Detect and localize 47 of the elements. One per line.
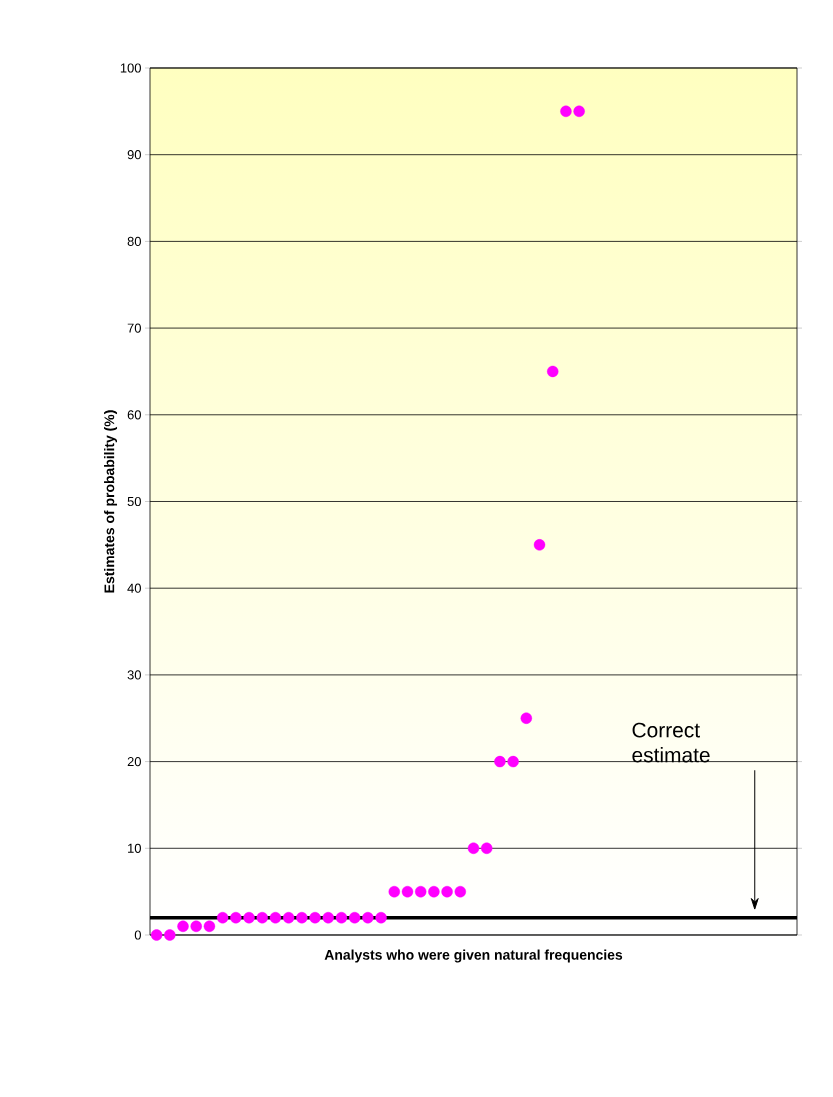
point	[375, 911, 387, 924]
point	[414, 885, 427, 898]
point	[507, 755, 519, 768]
point	[467, 842, 480, 854]
y-tick-label: 50	[127, 496, 141, 507]
y-tick-label: 80	[127, 236, 141, 246]
point	[216, 911, 229, 924]
y-axis-title: Estimates of probability (%)	[104, 410, 118, 593]
point	[177, 920, 189, 933]
point	[190, 920, 202, 933]
point	[269, 911, 282, 924]
point	[335, 911, 348, 924]
point	[150, 929, 163, 941]
point	[494, 755, 506, 768]
point	[203, 920, 216, 933]
point	[322, 911, 334, 924]
point	[573, 105, 585, 118]
y-tick-label: 20	[127, 757, 141, 767]
point	[164, 929, 176, 941]
point	[256, 911, 268, 924]
y-tick-label: 100	[120, 63, 141, 73]
point	[296, 911, 308, 924]
ref-line-label: Correct estimate	[632, 722, 710, 763]
point	[441, 885, 453, 898]
point	[243, 911, 255, 924]
y-tick-label: 30	[127, 670, 141, 680]
point	[309, 911, 321, 924]
point	[348, 911, 361, 924]
point	[520, 712, 533, 724]
point	[230, 911, 242, 924]
point	[533, 539, 546, 551]
point	[388, 885, 400, 898]
point	[362, 911, 374, 924]
point	[547, 365, 559, 378]
point	[454, 885, 466, 898]
point	[401, 885, 414, 898]
y-tick-label: 0	[134, 930, 141, 940]
y-tick-label: 40	[127, 583, 141, 593]
point	[560, 105, 572, 118]
x-axis-title: Analysts who were given natural frequencies	[324, 949, 623, 963]
y-tick-label: 70	[127, 323, 141, 333]
point	[481, 842, 493, 854]
y-tick-label: 60	[127, 410, 141, 420]
y-tick-label: 10	[128, 843, 141, 853]
point	[428, 885, 440, 898]
point	[282, 911, 295, 924]
y-tick-label: 90	[127, 150, 141, 160]
